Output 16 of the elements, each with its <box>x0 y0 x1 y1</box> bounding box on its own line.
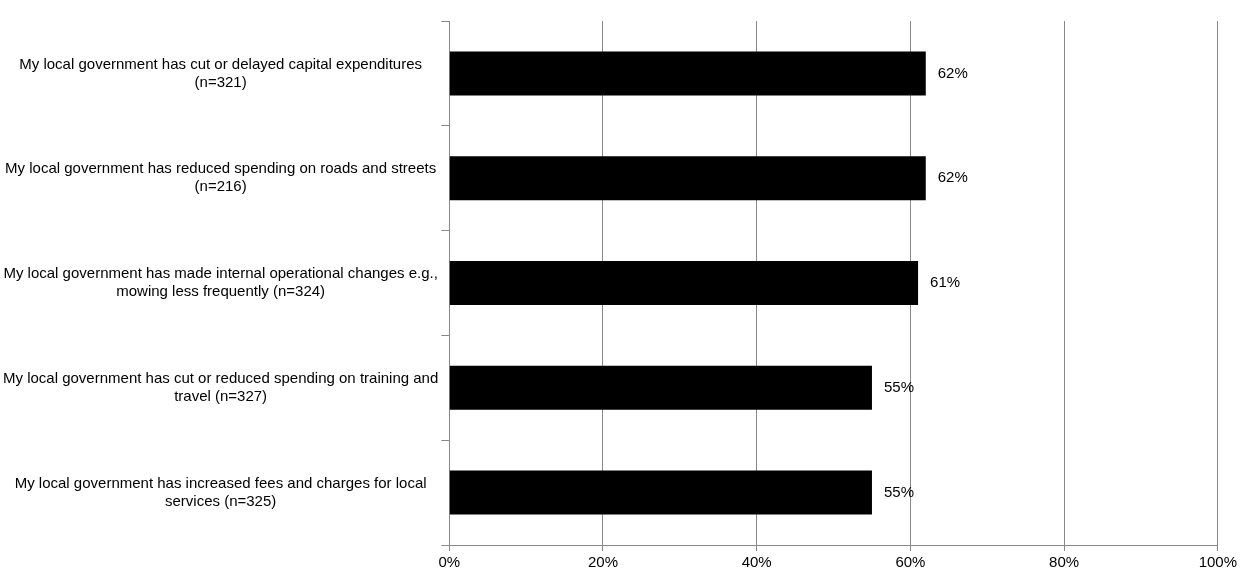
y-tick-label: My local government has cut or reduced spending on training and travel (n=327) <box>3 368 439 404</box>
x-tick-label: 40% <box>741 553 772 571</box>
data-label: 61% <box>930 273 961 291</box>
y-tick-label: My local government has increased fees and charges for local services (n=325) <box>14 473 427 509</box>
y-tick-label: My local government has reduced spending on roads and streets (n=216) <box>5 159 437 195</box>
data-label: 55% <box>883 482 914 500</box>
y-tick-label: My local government has cut or delayed capital expenditures (n=321) <box>19 54 422 90</box>
data-label: 55% <box>883 377 914 395</box>
y-tick-label: My local government has made internal operational changes e.g., mowing less frequently (n=324) <box>3 264 438 300</box>
x-tick-label: 60% <box>895 553 926 571</box>
data-label: 62% <box>937 63 968 81</box>
data-label: 62% <box>937 168 968 186</box>
x-tick-label: 80% <box>1049 553 1080 571</box>
x-tick-label: 100% <box>1198 553 1238 571</box>
x-tick-label: 20% <box>587 553 618 571</box>
x-tick-label: 0% <box>438 553 461 571</box>
